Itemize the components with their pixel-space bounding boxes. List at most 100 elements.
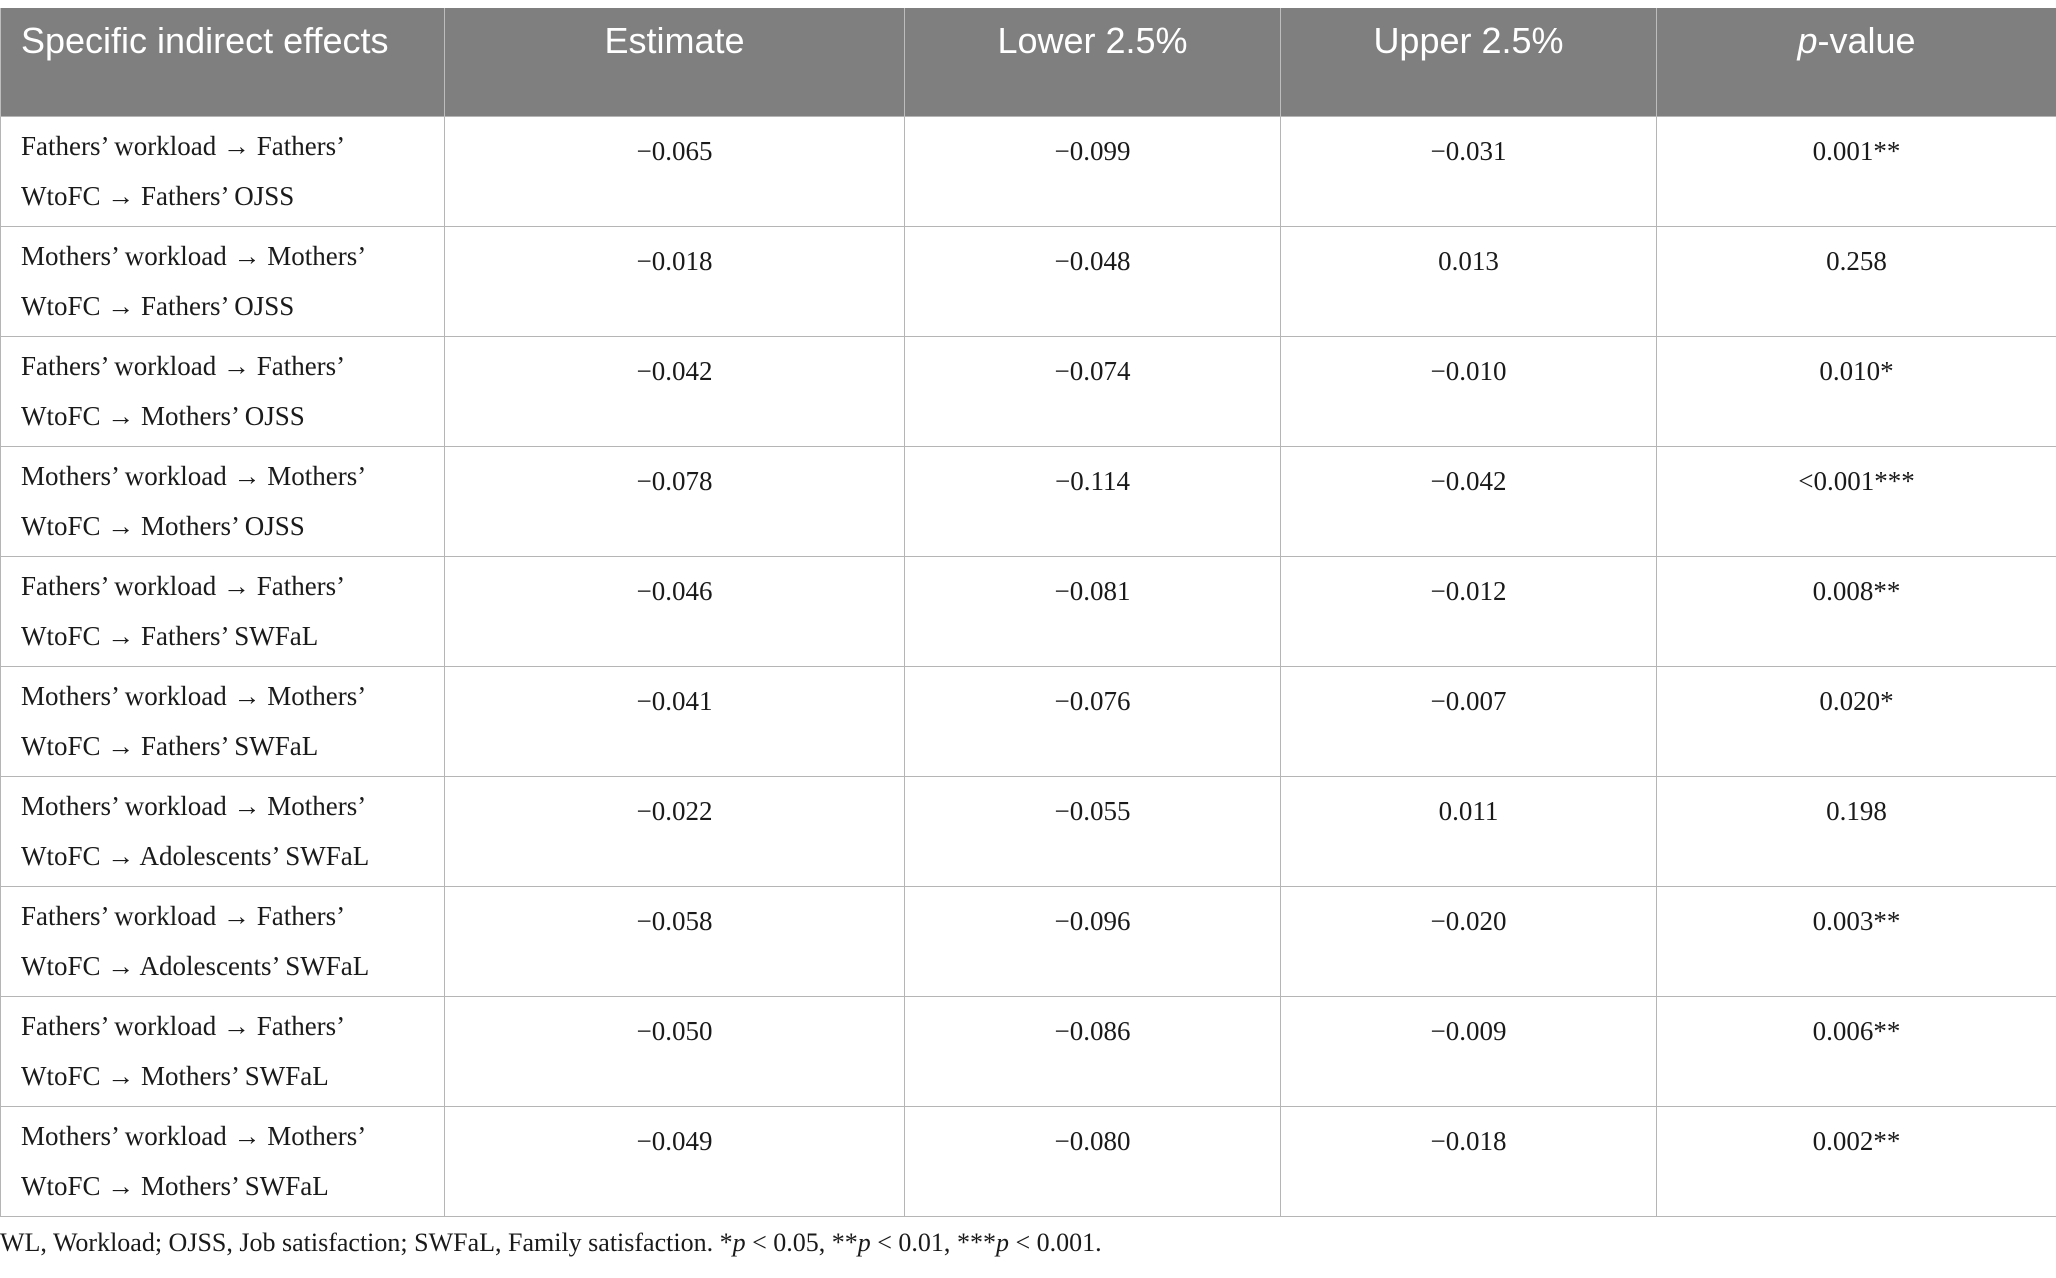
- cell-upper: −0.042: [1280, 445, 1657, 557]
- cell-upper: −0.010: [1280, 335, 1657, 447]
- table-footnote: WL, Workload; OJSS, Job satisfaction; SW…: [0, 1228, 1102, 1258]
- table-row: Mothers’ workload → Mothers’ WtoFC → Moth…: [0, 1105, 2056, 1217]
- cell-p-value: 0.020*: [1656, 665, 2056, 777]
- cell-p-value: 0.003**: [1656, 885, 2056, 997]
- cell-estimate: −0.041: [444, 665, 905, 777]
- footnote-threshold-2: < 0.01,: [870, 1228, 957, 1257]
- cell-effect-path: Mothers’ workload → Mothers’ WtoFC → Adol…: [0, 775, 445, 887]
- footnote-threshold-1: < 0.05,: [745, 1228, 832, 1257]
- effect-path-line-1: Mothers’ workload → Mothers’: [21, 1120, 367, 1151]
- footnote-threshold-3: < 0.001.: [1008, 1228, 1102, 1257]
- table-row: Fathers’ workload → Fathers’ WtoFC → Moth…: [0, 335, 2056, 447]
- cell-estimate: −0.049: [444, 1105, 905, 1217]
- effect-path-line-2: WtoFC → Mothers’ SWFaL: [21, 1060, 329, 1091]
- footnote-p-3: p: [995, 1228, 1009, 1257]
- table-row: Mothers’ workload → Mothers’ WtoFC → Moth…: [0, 445, 2056, 557]
- effect-path-line-1: Fathers’ workload → Fathers’: [21, 570, 346, 601]
- cell-effect-path: Fathers’ workload → Fathers’ WtoFC → Adol…: [0, 885, 445, 997]
- header-row: Specific indirect effects Estimate Lower…: [0, 8, 2056, 116]
- cell-p-value: 0.001**: [1656, 115, 2056, 227]
- cell-p-value: 0.008**: [1656, 555, 2056, 667]
- effect-path-line-1: Fathers’ workload → Fathers’: [21, 350, 346, 381]
- table-row: Fathers’ workload → Fathers’ WtoFC → Moth…: [0, 995, 2056, 1107]
- cell-upper: −0.020: [1280, 885, 1657, 997]
- cell-lower: −0.099: [904, 115, 1281, 227]
- table-row: Fathers’ workload → Fathers’ WtoFC → Fath…: [0, 555, 2056, 667]
- effect-path-line-1: Fathers’ workload → Fathers’: [21, 130, 346, 161]
- footnote-abbreviations: WL, Workload; OJSS, Job satisfaction; SW…: [0, 1228, 720, 1257]
- cell-effect-path: Mothers’ workload → Mothers’ WtoFC → Moth…: [0, 445, 445, 557]
- cell-p-value: <0.001***: [1656, 445, 2056, 557]
- effect-path-line-2: WtoFC → Mothers’ SWFaL: [21, 1170, 329, 1201]
- cell-lower: −0.076: [904, 665, 1281, 777]
- cell-lower: −0.086: [904, 995, 1281, 1107]
- effect-path-line-1: Mothers’ workload → Mothers’: [21, 460, 367, 491]
- cell-effect-path: Mothers’ workload → Mothers’ WtoFC → Moth…: [0, 1105, 445, 1217]
- effect-path-line-1: Mothers’ workload → Mothers’: [21, 240, 367, 271]
- cell-estimate: −0.058: [444, 885, 905, 997]
- effect-path-line-2: WtoFC → Adolescents’ SWFaL: [21, 840, 370, 871]
- cell-upper: 0.011: [1280, 775, 1657, 887]
- effect-path-line-2: WtoFC → Fathers’ SWFaL: [21, 620, 319, 651]
- footnote-star-2: **: [831, 1228, 858, 1257]
- effect-path-line-1: Mothers’ workload → Mothers’: [21, 680, 367, 711]
- cell-lower: −0.048: [904, 225, 1281, 337]
- table-header: Specific indirect effects Estimate Lower…: [0, 8, 2056, 116]
- footnote-p-2: p: [857, 1228, 871, 1257]
- table-row: Mothers’ workload → Mothers’ WtoFC → Adol…: [0, 775, 2056, 887]
- cell-p-value: 0.198: [1656, 775, 2056, 887]
- effect-path-line-1: Fathers’ workload → Fathers’: [21, 1010, 346, 1041]
- cell-effect-path: Fathers’ workload → Fathers’ WtoFC → Moth…: [0, 335, 445, 447]
- cell-estimate: −0.046: [444, 555, 905, 667]
- cell-estimate: −0.042: [444, 335, 905, 447]
- cell-upper: −0.018: [1280, 1105, 1657, 1217]
- cell-upper: −0.009: [1280, 995, 1657, 1107]
- cell-upper: −0.007: [1280, 665, 1657, 777]
- header-lower: Lower 2.5%: [904, 8, 1281, 116]
- cell-lower: −0.081: [904, 555, 1281, 667]
- cell-lower: −0.055: [904, 775, 1281, 887]
- cell-lower: −0.080: [904, 1105, 1281, 1217]
- indirect-effects-table: Specific indirect effects Estimate Lower…: [0, 8, 2056, 1217]
- cell-p-value: 0.010*: [1656, 335, 2056, 447]
- cell-lower: −0.096: [904, 885, 1281, 997]
- cell-estimate: −0.022: [444, 775, 905, 887]
- header-specific-indirect-effects: Specific indirect effects: [0, 8, 445, 116]
- effect-path-line-2: WtoFC → Mothers’ OJSS: [21, 510, 305, 541]
- cell-p-value: 0.258: [1656, 225, 2056, 337]
- cell-estimate: −0.078: [444, 445, 905, 557]
- header-p-rest: -value: [1817, 20, 1916, 61]
- footnote-star-3: ***: [956, 1228, 996, 1257]
- table-row: Fathers’ workload → Fathers’ WtoFC → Adol…: [0, 885, 2056, 997]
- cell-upper: 0.013: [1280, 225, 1657, 337]
- effect-path-line-2: WtoFC → Fathers’ SWFaL: [21, 730, 319, 761]
- effect-path-line-1: Mothers’ workload → Mothers’: [21, 790, 367, 821]
- indirect-effects-table-container: Specific indirect effects Estimate Lower…: [0, 8, 2056, 1217]
- cell-p-value: 0.006**: [1656, 995, 2056, 1107]
- effect-path-line-2: WtoFC → Mothers’ OJSS: [21, 400, 305, 431]
- cell-effect-path: Mothers’ workload → Mothers’ WtoFC → Fath…: [0, 665, 445, 777]
- effect-path-line-1: Fathers’ workload → Fathers’: [21, 900, 346, 931]
- table-row: Mothers’ workload → Mothers’ WtoFC → Fath…: [0, 665, 2056, 777]
- header-estimate: Estimate: [444, 8, 905, 116]
- table-row: Fathers’ workload → Fathers’ WtoFC → Fath…: [0, 115, 2056, 227]
- cell-estimate: −0.065: [444, 115, 905, 227]
- cell-p-value: 0.002**: [1656, 1105, 2056, 1217]
- cell-upper: −0.031: [1280, 115, 1657, 227]
- effect-path-line-2: WtoFC → Fathers’ OJSS: [21, 180, 295, 211]
- cell-lower: −0.074: [904, 335, 1281, 447]
- cell-effect-path: Fathers’ workload → Fathers’ WtoFC → Fath…: [0, 555, 445, 667]
- footnote-star-1: *: [719, 1228, 733, 1257]
- header-upper: Upper 2.5%: [1280, 8, 1657, 116]
- cell-effect-path: Mothers’ workload → Mothers’ WtoFC → Fath…: [0, 225, 445, 337]
- footnote-p-1: p: [732, 1228, 746, 1257]
- header-p-italic: p: [1797, 20, 1818, 61]
- table-row: Mothers’ workload → Mothers’ WtoFC → Fath…: [0, 225, 2056, 337]
- cell-upper: −0.012: [1280, 555, 1657, 667]
- cell-effect-path: Fathers’ workload → Fathers’ WtoFC → Moth…: [0, 995, 445, 1107]
- cell-lower: −0.114: [904, 445, 1281, 557]
- cell-estimate: −0.050: [444, 995, 905, 1107]
- table-body: Fathers’ workload → Fathers’ WtoFC → Fath…: [0, 115, 2056, 1217]
- header-p-value: p-value: [1656, 8, 2056, 116]
- cell-estimate: −0.018: [444, 225, 905, 337]
